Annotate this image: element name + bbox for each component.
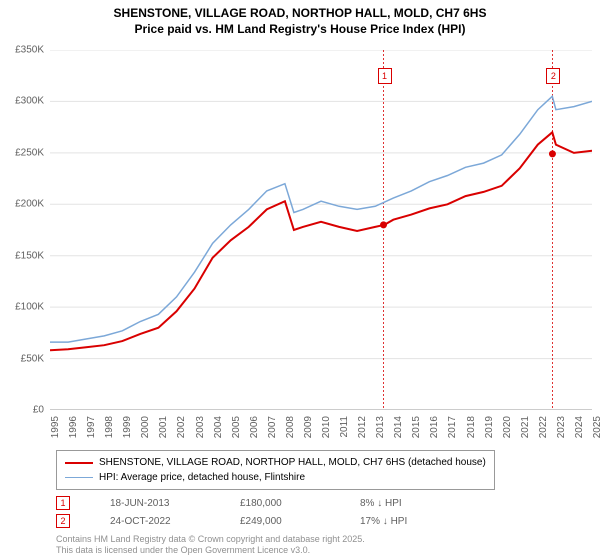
plot-area: 12 [50, 50, 592, 410]
x-tick-label: 2006 [249, 416, 260, 438]
markers-table: 1 18-JUN-2013 £180,000 8% ↓ HPI 2 24-OCT-2022… [56, 494, 407, 530]
marker-date: 18-JUN-2013 [110, 498, 200, 509]
x-tick-label: 2019 [484, 416, 495, 438]
title-line-1: SHENSTONE, VILLAGE ROAD, NORTHOP HALL, M… [0, 6, 600, 22]
x-tick-label: 2001 [158, 416, 169, 438]
legend-item: SHENSTONE, VILLAGE ROAD, NORTHOP HALL, M… [65, 455, 486, 470]
series-hpi [50, 96, 592, 342]
legend-label: HPI: Average price, detached house, Flin… [99, 470, 305, 485]
x-tick-label: 2008 [285, 416, 296, 438]
legend-item: HPI: Average price, detached house, Flin… [65, 470, 486, 485]
x-tick-label: 2013 [375, 416, 386, 438]
x-tick-label: 2025 [592, 416, 600, 438]
x-tick-label: 1998 [104, 416, 115, 438]
x-tick-label: 2022 [538, 416, 549, 438]
y-tick-label: £350K [15, 45, 44, 56]
x-tick-label: 1996 [68, 416, 79, 438]
chart-marker-label: 2 [546, 68, 560, 84]
marker-id-box: 2 [56, 514, 70, 528]
x-tick-label: 2003 [195, 416, 206, 438]
marker-id-box: 1 [56, 496, 70, 510]
title-line-2: Price paid vs. HM Land Registry's House … [0, 22, 600, 38]
series-price_paid [50, 132, 592, 350]
marker-delta: 17% ↓ HPI [360, 516, 407, 527]
copyright-line-1: Contains HM Land Registry data © Crown c… [56, 534, 365, 545]
y-tick-label: £300K [15, 96, 44, 107]
x-tick-label: 2010 [321, 416, 332, 438]
plot-svg [50, 50, 592, 410]
x-tick-label: 2021 [520, 416, 531, 438]
x-tick-label: 2011 [339, 416, 350, 438]
y-axis: £0£50K£100K£150K£200K£250K£300K£350K [0, 50, 48, 410]
y-tick-label: £100K [15, 302, 44, 313]
marker-price: £180,000 [240, 498, 320, 509]
x-tick-label: 2016 [429, 416, 440, 438]
x-tick-label: 2018 [466, 416, 477, 438]
y-tick-label: £150K [15, 250, 44, 261]
legend-swatch [65, 477, 93, 478]
x-tick-label: 2014 [393, 416, 404, 438]
chart-title: SHENSTONE, VILLAGE ROAD, NORTHOP HALL, M… [0, 0, 600, 37]
legend-swatch [65, 462, 93, 464]
x-axis: 1995 1996 1997 1998 1999 2000 2001 2002 2003 2004… [50, 412, 592, 452]
x-tick-label: 2012 [357, 416, 368, 438]
x-tick-label: 2020 [502, 416, 513, 438]
chart-marker-label: 1 [378, 68, 392, 84]
x-tick-label: 2007 [267, 416, 278, 438]
x-tick-label: 2000 [140, 416, 151, 438]
x-tick-label: 1995 [50, 416, 61, 438]
copyright-notice: Contains HM Land Registry data © Crown c… [56, 534, 365, 556]
x-tick-label: 2005 [231, 416, 242, 438]
x-tick-label: 2023 [556, 416, 567, 438]
x-tick-label: 2009 [303, 416, 314, 438]
x-tick-label: 2004 [213, 416, 224, 438]
legend-label: SHENSTONE, VILLAGE ROAD, NORTHOP HALL, M… [99, 455, 486, 470]
marker-delta: 8% ↓ HPI [360, 498, 402, 509]
x-tick-label: 2017 [447, 416, 458, 438]
x-tick-label: 2024 [574, 416, 585, 438]
x-tick-label: 1997 [86, 416, 97, 438]
y-tick-label: £50K [21, 353, 44, 364]
marker-row: 1 18-JUN-2013 £180,000 8% ↓ HPI [56, 494, 407, 512]
y-tick-label: £200K [15, 199, 44, 210]
copyright-line-2: This data is licensed under the Open Gov… [56, 545, 365, 556]
x-tick-label: 2002 [176, 416, 187, 438]
x-tick-label: 1999 [122, 416, 133, 438]
marker-row: 2 24-OCT-2022 £249,000 17% ↓ HPI [56, 512, 407, 530]
x-tick-label: 2015 [411, 416, 422, 438]
legend-box: SHENSTONE, VILLAGE ROAD, NORTHOP HALL, M… [56, 450, 495, 490]
y-tick-label: £250K [15, 147, 44, 158]
marker-price: £249,000 [240, 516, 320, 527]
chart-container: SHENSTONE, VILLAGE ROAD, NORTHOP HALL, M… [0, 0, 600, 560]
marker-date: 24-OCT-2022 [110, 516, 200, 527]
y-tick-label: £0 [33, 405, 44, 416]
